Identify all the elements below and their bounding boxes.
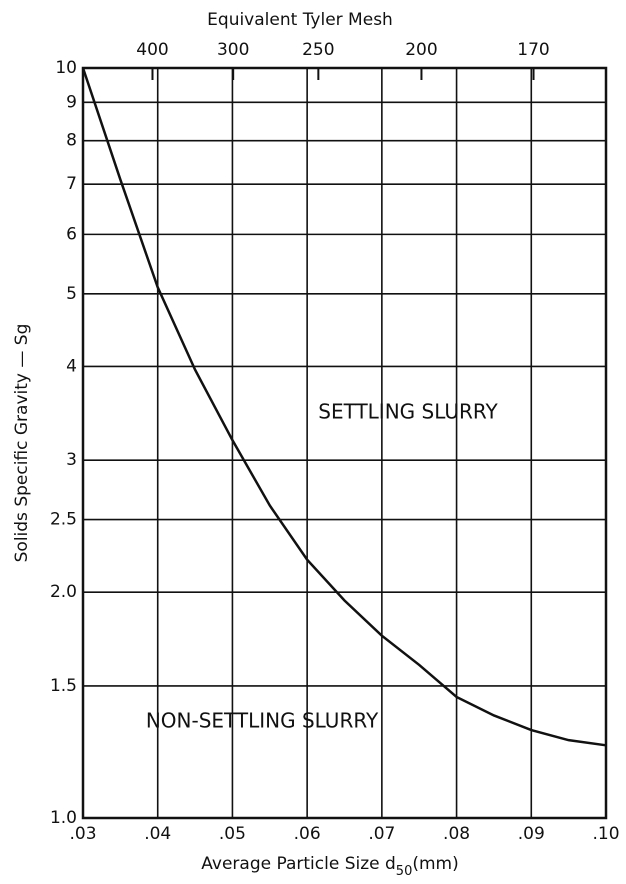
x-tick-label: .03	[69, 824, 96, 844]
x-tick-label: .08	[443, 824, 470, 844]
x-tick-label: .07	[368, 824, 395, 844]
x-tick-label: .06	[294, 824, 321, 844]
y-tick-label: 3	[66, 450, 77, 470]
x-axis-label: Average Particle Size d50(mm)	[201, 854, 458, 879]
y-tick-label: 6	[66, 224, 77, 244]
x2-tick-label: 400	[136, 40, 168, 60]
y-tick-label: 8	[66, 131, 77, 151]
x-tick-label: .09	[518, 824, 545, 844]
x-tick-label: .10	[592, 824, 619, 844]
y-tick-label: 2.5	[50, 510, 77, 530]
curve	[81, 67, 607, 747]
annotation: NON-SETTLING SLURRY	[146, 709, 379, 733]
y-tick-label: 7	[66, 174, 77, 194]
x-axis-label-unit: (mm)	[412, 854, 458, 874]
y-tick-label: 10	[55, 58, 77, 78]
x2-tick-label: 300	[217, 40, 249, 60]
x-axis-label-sub: 50	[396, 864, 413, 879]
y-axis-label: Solids Specific Gravity — Sg	[12, 324, 32, 563]
x-tick-label: .05	[219, 824, 246, 844]
y-tick-label: 5	[66, 284, 77, 304]
plot-frame	[81, 66, 608, 820]
y-tick-label: 1.5	[50, 676, 77, 696]
y-tick-label: 9	[66, 92, 77, 112]
x2-tick-label: 170	[517, 40, 549, 60]
x-tick-label: .04	[144, 824, 171, 844]
y-tick-label: 4	[66, 356, 77, 376]
x2-axis-label: Equivalent Tyler Mesh	[207, 10, 393, 30]
x2-tick-label: 200	[405, 40, 437, 60]
x2-tick-label: 250	[302, 40, 334, 60]
x-axis-label-text: Average Particle Size d	[201, 854, 396, 874]
y-tick-label: 1.0	[50, 808, 77, 828]
annotation: SETTLING SLURRY	[318, 400, 498, 424]
y-tick-label: 2.0	[50, 582, 77, 602]
